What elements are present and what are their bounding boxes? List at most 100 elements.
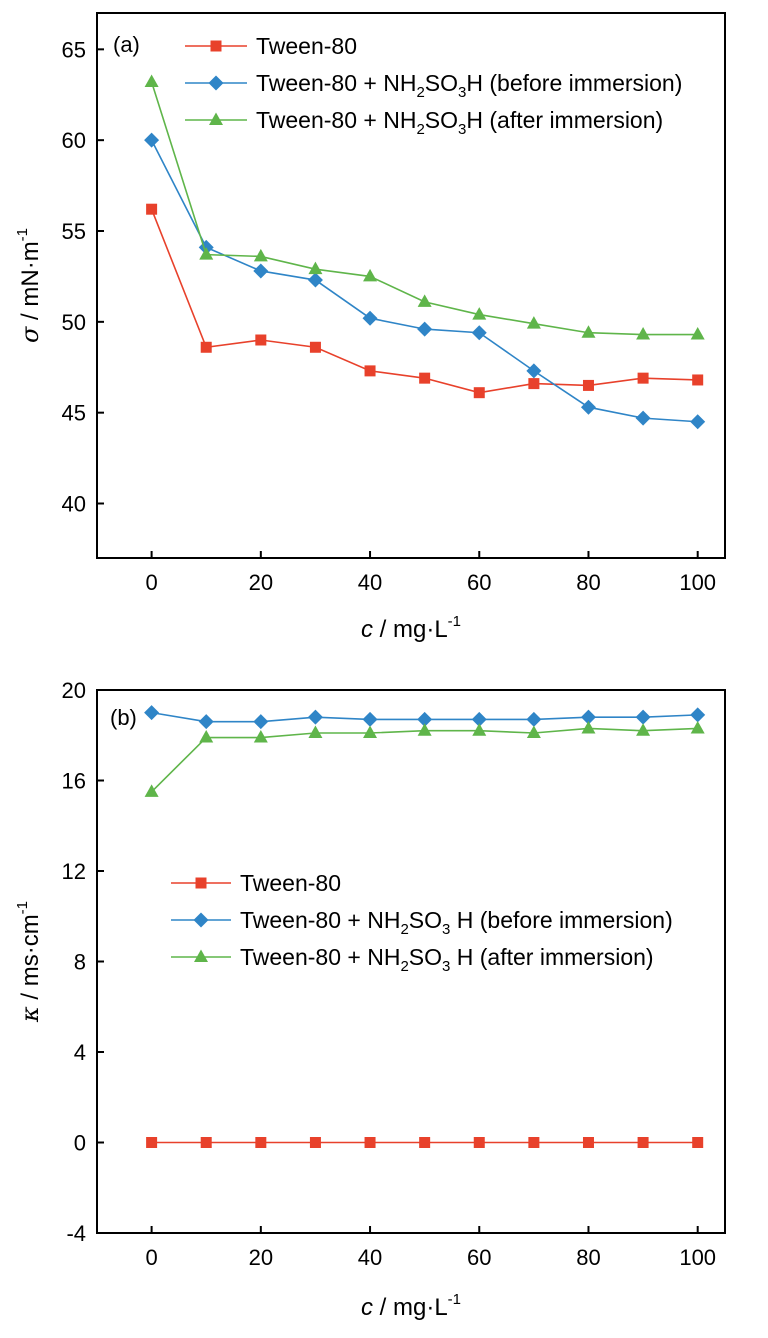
x-tick-label: 100 bbox=[679, 1245, 716, 1270]
data-point bbox=[362, 711, 378, 727]
data-point bbox=[363, 725, 378, 738]
panel-label: (a) bbox=[113, 32, 140, 57]
y-tick-label: 0 bbox=[74, 1131, 86, 1156]
data-point bbox=[363, 268, 378, 282]
x-tick-label: 0 bbox=[145, 1245, 157, 1270]
data-point bbox=[473, 387, 485, 399]
data-point bbox=[307, 709, 323, 725]
data-point bbox=[364, 365, 376, 377]
legend-label: Tween-80 bbox=[240, 870, 341, 896]
legend-entry: Tween-80 bbox=[171, 870, 341, 896]
y-tick-label: 20 bbox=[62, 678, 86, 703]
data-point bbox=[309, 1137, 321, 1148]
plot-frame bbox=[96, 12, 726, 559]
panel-a: 0 20 40 60 80 100 40 45 50 55 60 65 c / mg·L-1 σ / mN… bbox=[14, 12, 726, 643]
data-point bbox=[690, 327, 705, 340]
legend-marker bbox=[208, 75, 224, 91]
y-tick-label: 12 bbox=[62, 859, 86, 884]
y-tick-label: -4 bbox=[66, 1221, 86, 1246]
y-axis-label: κ / ms·cm-1 bbox=[14, 901, 44, 1023]
y-tick-label: 65 bbox=[62, 37, 86, 62]
x-axis-label: c / mg·L-1 bbox=[361, 1291, 461, 1321]
x-tick-label: 100 bbox=[679, 570, 716, 595]
x-tick-label: 60 bbox=[467, 1245, 491, 1270]
legend-marker bbox=[209, 112, 223, 125]
x-tick-label: 80 bbox=[576, 570, 600, 595]
data-point bbox=[364, 1137, 376, 1148]
data-point bbox=[144, 784, 159, 797]
data-point bbox=[198, 714, 214, 730]
data-point bbox=[417, 723, 432, 736]
data-point bbox=[526, 363, 542, 379]
data-point bbox=[692, 374, 704, 386]
legend-marker bbox=[193, 912, 209, 928]
data-point bbox=[308, 725, 323, 738]
legend-entry: Tween-80 bbox=[185, 33, 357, 59]
data-point bbox=[636, 723, 651, 736]
data-point bbox=[144, 74, 159, 88]
x-tick-label: 20 bbox=[249, 570, 273, 595]
data-point bbox=[253, 730, 268, 743]
data-point bbox=[253, 714, 269, 730]
x-tick-label: 20 bbox=[249, 1245, 273, 1270]
series-2 bbox=[144, 74, 705, 340]
data-point bbox=[472, 307, 487, 320]
data-point bbox=[690, 720, 705, 734]
y-tick-label: 8 bbox=[74, 950, 86, 975]
x-tick-label: 40 bbox=[358, 570, 382, 595]
data-point bbox=[637, 1137, 649, 1148]
legend-entry: Tween-80 + NH2SO3H (before immersion) bbox=[185, 70, 682, 101]
data-point bbox=[471, 711, 487, 727]
data-point bbox=[526, 316, 541, 329]
data-point bbox=[417, 321, 433, 337]
series-0 bbox=[146, 203, 704, 399]
data-point bbox=[146, 203, 158, 215]
y-tick-label: 16 bbox=[62, 769, 86, 794]
data-point bbox=[199, 730, 214, 743]
series-2 bbox=[144, 720, 705, 797]
data-point bbox=[582, 1137, 594, 1148]
legend-label: Tween-80 + NH2SO3 H (after immersion) bbox=[240, 944, 654, 975]
data-point bbox=[309, 341, 321, 353]
y-tick-label: 40 bbox=[62, 492, 86, 517]
data-point bbox=[255, 334, 267, 346]
data-point bbox=[419, 372, 431, 384]
x-tick-label: 60 bbox=[467, 570, 491, 595]
legend-entry: Tween-80 + NH2SO3 H (after immersion) bbox=[171, 944, 654, 975]
legend-entry: Tween-80 + NH2SO3H (after immersion) bbox=[185, 107, 663, 138]
data-point bbox=[200, 341, 212, 353]
data-point bbox=[362, 310, 378, 326]
data-point bbox=[690, 414, 706, 430]
y-tick-label: 4 bbox=[74, 1040, 86, 1065]
data-point bbox=[199, 247, 214, 260]
data-point bbox=[146, 1137, 158, 1148]
data-point bbox=[253, 263, 269, 279]
data-point bbox=[417, 711, 433, 727]
data-point bbox=[473, 1137, 485, 1148]
legend-label: Tween-80 + NH2SO3H (after immersion) bbox=[256, 107, 663, 138]
data-point bbox=[635, 709, 651, 725]
y-axis-label: σ / mN·m-1 bbox=[14, 228, 44, 343]
series-1 bbox=[144, 132, 706, 430]
data-point bbox=[635, 410, 651, 426]
data-point bbox=[690, 707, 706, 723]
data-point bbox=[419, 1137, 431, 1148]
data-point bbox=[581, 720, 596, 734]
legend-marker bbox=[210, 40, 222, 52]
y-tick-label: 55 bbox=[62, 219, 86, 244]
y-tick-label: 50 bbox=[62, 310, 86, 335]
panel-label: (b) bbox=[110, 705, 137, 730]
data-point bbox=[472, 723, 487, 736]
data-point bbox=[307, 272, 323, 288]
data-point bbox=[200, 1137, 212, 1148]
data-point bbox=[255, 1137, 267, 1148]
data-point bbox=[144, 705, 160, 721]
data-point bbox=[580, 709, 596, 725]
x-axis-label: c / mg·L-1 bbox=[361, 613, 461, 643]
panel-b: 0 20 40 60 80 100 -4 0 4 8 12 16 20 c / mg·L-1 κ / ms·… bbox=[14, 678, 726, 1321]
data-point bbox=[417, 294, 432, 307]
legend-entry: Tween-80 + NH2SO3 H (before immersion) bbox=[171, 907, 673, 938]
legend-label: Tween-80 + NH2SO3 H (before immersion) bbox=[240, 907, 673, 938]
legend-label: Tween-80 bbox=[256, 33, 357, 59]
